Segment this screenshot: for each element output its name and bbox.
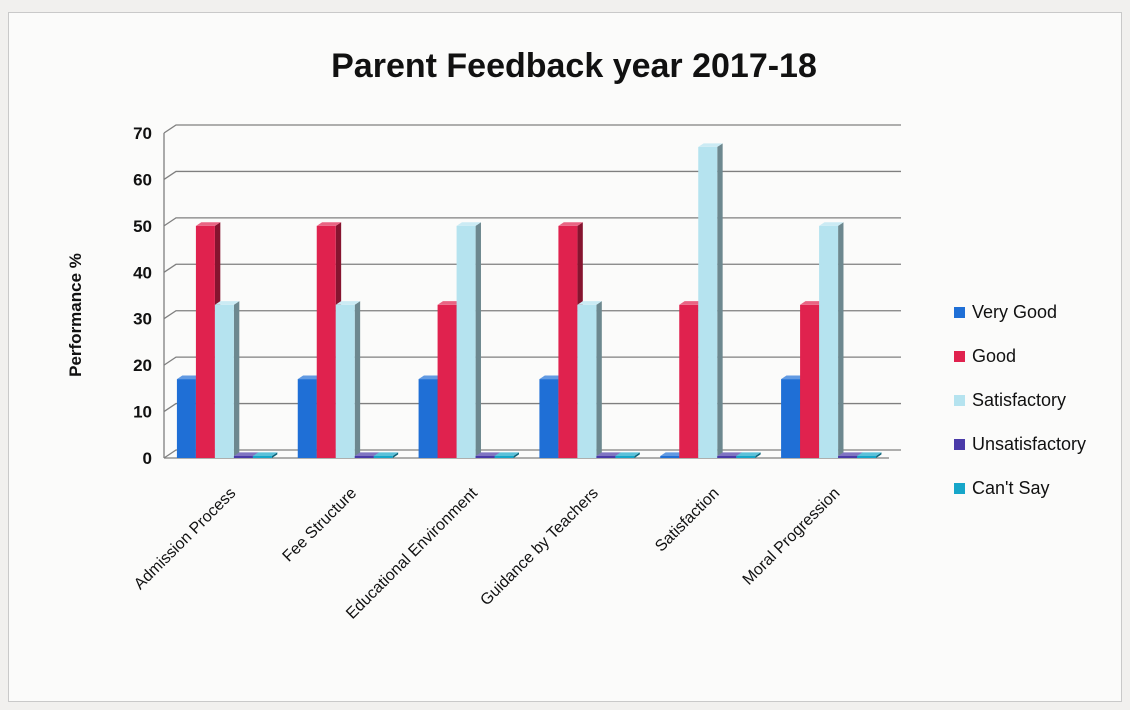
- y-tick-label: 30: [133, 310, 152, 329]
- x-tick-label: Satisfaction: [652, 485, 723, 556]
- y-axis-ticks: 0 10 20 30 40 50 60 70: [133, 124, 152, 468]
- x-axis-ticks: Admission Process Fee StructureEducationa…: [131, 484, 843, 622]
- bar: [577, 301, 601, 458]
- gridline: [164, 264, 901, 272]
- y-tick-label: 70: [133, 124, 152, 143]
- chart-frame: Parent Feedback year 2017-18 Performance…: [8, 12, 1122, 702]
- y-axis-label: Performance %: [66, 253, 85, 377]
- legend-swatch: [954, 483, 965, 494]
- legend-swatch: [954, 395, 965, 406]
- legend-label: Unsatisfactory: [972, 434, 1086, 454]
- chart-svg: Parent Feedback year 2017-18 Performance…: [9, 13, 1123, 703]
- legend-label: Can't Say: [972, 478, 1049, 498]
- y-tick-label: 20: [133, 356, 152, 375]
- legend-label: Good: [972, 346, 1016, 366]
- gridline: [164, 357, 901, 365]
- x-tick-label: Educational Environment: [343, 484, 481, 622]
- y-tick-label: 40: [133, 263, 152, 282]
- y-tick-label: 10: [133, 403, 152, 422]
- gridline: [164, 311, 901, 319]
- bar: [698, 143, 722, 458]
- gridline: [164, 125, 901, 133]
- y-tick-label: 0: [143, 449, 152, 468]
- chart-title: Parent Feedback year 2017-18: [331, 47, 817, 85]
- y-tick-label: 50: [133, 217, 152, 236]
- x-tick-label: Moral Progression: [740, 485, 844, 589]
- x-tick-label: Fee Structure: [280, 485, 361, 566]
- gridline: [164, 171, 901, 179]
- bar: [336, 301, 360, 458]
- gridline: [164, 218, 901, 226]
- legend-swatch: [954, 351, 965, 362]
- bar: [215, 301, 239, 458]
- x-tick-label: Guidance by Teachers: [477, 485, 601, 609]
- bar: [819, 222, 843, 458]
- legend: Very Good Good Satisfactory Unsatisfactory C…: [954, 302, 1086, 498]
- x-tick-label: Admission Process: [131, 485, 239, 593]
- legend-label: Very Good: [972, 302, 1057, 322]
- legend-label: Satisfactory: [972, 390, 1066, 410]
- bar: [457, 222, 481, 458]
- y-tick-label: 60: [133, 170, 152, 189]
- bars: [177, 143, 882, 458]
- legend-swatch: [954, 307, 965, 318]
- legend-swatch: [954, 439, 965, 450]
